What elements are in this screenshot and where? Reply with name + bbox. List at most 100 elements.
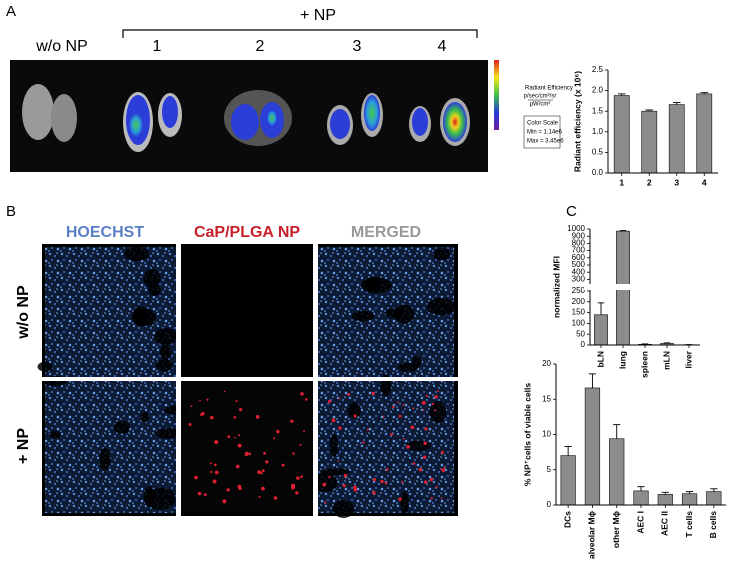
microscopy-grid xyxy=(38,244,458,518)
panel-label: B xyxy=(6,203,16,220)
np-signal xyxy=(214,440,218,444)
np-signal xyxy=(265,460,268,463)
np-signal xyxy=(210,462,212,464)
np-signal xyxy=(426,395,428,397)
color-bar xyxy=(494,60,499,130)
np-signal xyxy=(397,401,399,403)
scale-text: Color Scale xyxy=(527,121,559,127)
x-tick-label: 3 xyxy=(674,177,679,187)
x-tick-label: T cells xyxy=(684,511,694,538)
np-signal xyxy=(424,480,427,483)
np-signal xyxy=(296,476,299,479)
np-signal xyxy=(380,480,383,483)
scale-text: Min = 1.14e6 xyxy=(527,130,563,136)
np-signal xyxy=(383,416,385,418)
y-tick-label: 0.0 xyxy=(592,168,604,177)
np-signal xyxy=(199,400,201,402)
bar xyxy=(707,492,722,505)
np-signal xyxy=(406,445,410,449)
np-signal xyxy=(338,398,340,400)
np-signal xyxy=(215,471,219,475)
np-signal xyxy=(347,393,350,396)
np-signal xyxy=(398,497,401,500)
np-signal xyxy=(344,474,347,477)
np-signal xyxy=(191,405,193,407)
airspace xyxy=(394,305,414,323)
airspace xyxy=(99,448,110,471)
airspace xyxy=(160,344,171,359)
row-header: w/o NP xyxy=(15,285,32,340)
airspace xyxy=(398,363,418,372)
y-tick-label: 10 xyxy=(542,430,551,439)
np-signal xyxy=(238,444,242,448)
np-signal xyxy=(200,413,203,416)
np-signal xyxy=(276,430,279,433)
np-signal xyxy=(422,401,426,405)
np-signal xyxy=(248,452,251,455)
airspace xyxy=(146,487,175,509)
bar xyxy=(682,494,697,505)
np-signal xyxy=(423,456,426,459)
column-header: CaP/PLGA NP xyxy=(194,224,300,241)
np-signal xyxy=(234,437,236,439)
airspace xyxy=(124,247,148,261)
y-tick-label: 0 xyxy=(547,500,552,509)
y-tick-label: 50 xyxy=(576,329,585,338)
np-signal xyxy=(222,499,226,503)
np-signal xyxy=(300,392,303,395)
np-signal xyxy=(390,433,393,436)
y-axis-label: Radiant efficiency (x 10⁶) xyxy=(572,71,582,172)
np-signal xyxy=(213,479,217,483)
airspace xyxy=(407,440,432,450)
np-signal xyxy=(295,491,298,494)
airspace xyxy=(132,309,156,326)
np-signal xyxy=(224,391,226,393)
np-signal xyxy=(299,444,301,446)
airspace xyxy=(330,434,338,456)
np-signal xyxy=(236,400,238,402)
scale-text: Max = 3.45e6 xyxy=(527,139,564,145)
np-signal xyxy=(338,426,341,429)
np-signal xyxy=(434,409,436,411)
np-signal xyxy=(238,434,240,436)
np-signal xyxy=(259,496,261,498)
np-signal xyxy=(386,468,389,471)
y-tick-label: 15 xyxy=(542,394,551,403)
np-signal xyxy=(442,469,445,472)
x-tick-label: AEC I xyxy=(635,511,645,534)
np-signal xyxy=(385,482,388,485)
y-tick-label: 200 xyxy=(572,297,586,306)
scale-title: Radiant Efficiency xyxy=(525,86,573,92)
np-signal xyxy=(443,467,445,469)
bar xyxy=(697,94,712,173)
airspace xyxy=(427,298,456,315)
np-signal xyxy=(210,416,214,420)
bar xyxy=(594,315,607,345)
np-signal xyxy=(322,483,326,487)
sample-label: 1 xyxy=(153,38,162,55)
np-signal xyxy=(343,484,346,487)
sample-label: 2 xyxy=(256,38,265,55)
np-signal xyxy=(413,462,416,465)
np-signal xyxy=(300,475,303,478)
panel-label: C xyxy=(566,203,577,220)
airspace xyxy=(154,328,177,344)
x-tick-label: 4 xyxy=(702,177,707,187)
np-signal xyxy=(338,460,340,462)
y-tick-label: 5 xyxy=(547,465,552,474)
np-signal xyxy=(410,425,414,429)
np-signal xyxy=(423,409,425,411)
np-signal xyxy=(328,476,330,478)
panel-label: A xyxy=(6,3,16,20)
np-signal xyxy=(372,491,376,495)
bar xyxy=(658,494,673,505)
x-tick-label: alveolar Mϕ xyxy=(587,510,597,559)
np-signal xyxy=(332,418,336,422)
np-signal xyxy=(305,398,308,401)
np-signal xyxy=(362,441,364,443)
np-signal xyxy=(373,478,376,481)
sample-label: 4 xyxy=(438,38,447,55)
scale-unit: p/sec/cm²/sr xyxy=(524,94,557,100)
np-signal xyxy=(367,429,369,431)
